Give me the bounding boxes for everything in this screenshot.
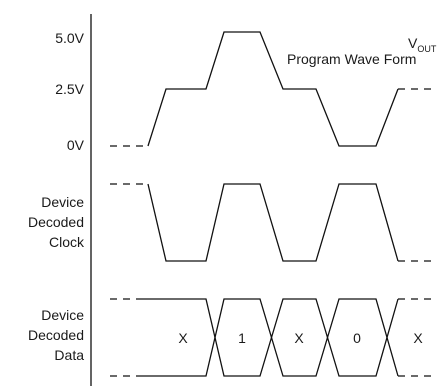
data-symbol-x-2: X bbox=[294, 330, 304, 346]
voltage-label-2-5v: 2.5V bbox=[55, 81, 84, 97]
vout-label-main: V bbox=[408, 35, 418, 51]
data-label-line-3: Data bbox=[54, 347, 84, 363]
clock-label-line-3: Clock bbox=[49, 234, 85, 250]
program-waveform bbox=[147, 31, 399, 147]
voltage-label-0v: 0V bbox=[67, 137, 85, 153]
data-waveform-bottom bbox=[138, 298, 399, 377]
program-wave-form-label: Program Wave Form bbox=[287, 51, 416, 67]
data-symbol-1: 1 bbox=[238, 330, 246, 346]
clock-waveform bbox=[147, 183, 399, 262]
data-label-line-1: Device bbox=[41, 307, 84, 323]
data-label-line-2: Decoded bbox=[28, 327, 84, 343]
vout-label: VOUT bbox=[408, 35, 437, 54]
data-symbol-x-1: X bbox=[178, 330, 188, 346]
data-waveform-top bbox=[138, 298, 399, 377]
clock-label-line-2: Decoded bbox=[28, 214, 84, 230]
voltage-label-5v: 5.0V bbox=[55, 30, 84, 46]
clock-label-line-1: Device bbox=[41, 194, 84, 210]
data-symbol-x-3: X bbox=[413, 330, 423, 346]
vout-label-subscript: OUT bbox=[417, 44, 437, 54]
data-symbol-0: 0 bbox=[353, 330, 361, 346]
